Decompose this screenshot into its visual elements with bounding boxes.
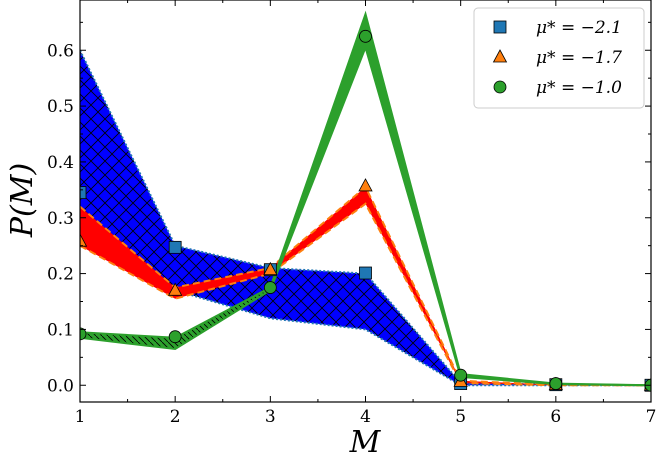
series-2-point-2 [167,282,183,296]
y-tick-label-4: 0.3 [47,209,74,229]
y-tick-label-3: 0.2 [47,265,74,285]
y-tick-label-6: 0.5 [47,97,74,117]
y-tick-label-5: 0.4 [47,153,74,173]
x-tick-label-2: 2 [170,407,181,427]
y-axis-label: P(M) [5,163,40,238]
x-tick-label-5: 5 [455,407,466,427]
legend-marker-2 [492,49,508,63]
series-3-point-5 [454,368,468,382]
series-3-point-6 [549,377,563,390]
legend-label-2: μ* = −1.7 [536,48,622,68]
x-tick-label-1: 1 [75,407,86,427]
y-tick-label-1: 0.0 [47,376,74,396]
series-1-point-2 [168,240,182,254]
x-axis-label: M [349,425,382,460]
legend-label-1: μ* = −2.1 [536,18,622,38]
x-tick-label-4: 4 [360,407,371,427]
axes: 1 2 3 4 5 6 7 0.0 0.1 0.2 0.3 0.4 0.5 0.6 [47,0,656,427]
series-3-point-3 [263,281,277,294]
series-2-point-3 [263,261,278,276]
y-tick-label-7: 0.6 [47,41,74,61]
plot-area [80,10,651,392]
series-1-band-hatch [80,50,461,386]
legend: μ* = −2.1 μ* = −1.7 μ* = −1.0 [473,7,645,109]
y-tick-label-2: 0.1 [47,320,74,340]
x-tick-label-6: 6 [550,407,561,427]
series-1-point-1 [80,186,87,200]
series-3-point-2 [168,330,182,344]
legend-marker-3 [493,80,507,94]
legend-marker-1 [493,20,507,34]
series-2-band [80,187,651,386]
x-tick-label-3: 3 [265,407,276,427]
series-3-point-4 [359,29,372,43]
series-1-point-4 [359,266,372,280]
x-tick-label-7: 7 [646,407,657,427]
series-2-point-4 [358,178,373,192]
series-2-point-1 [80,233,88,247]
legend-box [473,7,645,109]
series-2-band-lower-line [80,202,651,387]
legend-label-3: μ* = −1.0 [536,78,622,98]
series-3-point-1 [80,327,87,341]
